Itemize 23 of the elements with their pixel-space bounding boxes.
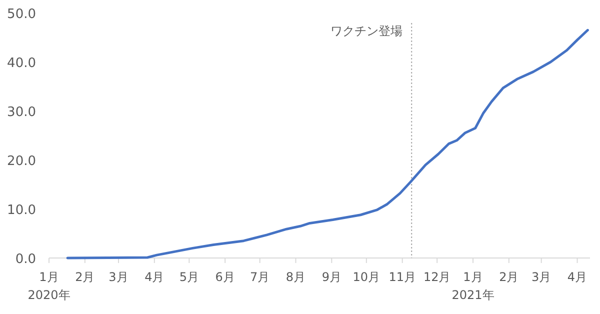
x-tick-label: 6月 bbox=[215, 270, 235, 284]
x-tick-label: 11月 bbox=[388, 270, 416, 284]
x-tick-label: 7月 bbox=[250, 270, 270, 284]
x-tick-label: 2月 bbox=[499, 270, 519, 284]
y-tick-label: 20.0 bbox=[7, 154, 36, 169]
y-tick-label: 30.0 bbox=[7, 105, 36, 120]
x-tick-label: 4月 bbox=[567, 270, 588, 284]
x-tick-label: 5月 bbox=[179, 270, 199, 284]
ref-line-label: ワクチン登場 bbox=[330, 24, 403, 38]
y-tick-label: 50.0 bbox=[7, 7, 36, 22]
x-tick-label: 3月 bbox=[532, 270, 552, 284]
x-tick-label: 10月 bbox=[352, 270, 380, 284]
y-tick-label: 0.0 bbox=[15, 252, 36, 267]
x-tick-label: 1月 2020年 bbox=[28, 270, 70, 302]
x-tick-label: 2月 bbox=[75, 270, 95, 284]
x-tick-label: 1月 2021年 bbox=[452, 270, 494, 302]
y-tick-label: 10.0 bbox=[7, 203, 36, 218]
x-tick-label: 4月 bbox=[144, 270, 164, 284]
x-tick-label: 3月 bbox=[108, 270, 128, 284]
y-tick-label: 40.0 bbox=[7, 56, 36, 71]
x-tick-label: 12月 bbox=[423, 270, 451, 284]
x-tick-label: 9月 bbox=[322, 270, 342, 284]
x-tick-label: 8月 bbox=[286, 270, 306, 284]
